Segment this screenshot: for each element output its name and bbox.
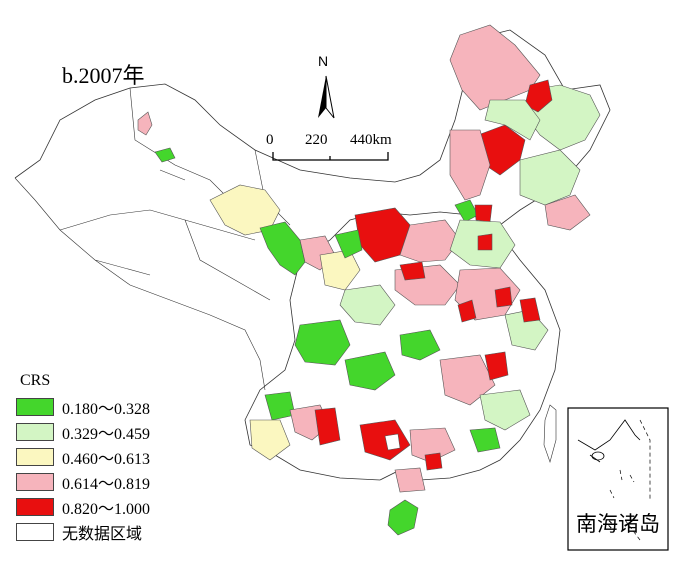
legend-item-label: 0.614～0.819 [62,476,151,493]
region-east-red-c [519,297,541,323]
region-west-yellow-b [319,249,361,291]
north-arrow-label: N [318,53,329,69]
region-west-yellow [209,184,281,236]
region-northeast-green-b [484,99,541,141]
taiwan-outline [543,404,557,464]
legend-swatch [16,498,54,516]
region-sw-green-c [399,329,441,361]
legend-item-label: 0.180～0.328 [62,401,151,418]
region-hainan-green [387,499,419,536]
west-interior-boundaries [14,87,291,391]
region-north-red-c [477,233,493,251]
region-south-green-a [479,389,531,431]
map-title: b.2007年 [62,63,145,88]
region-east-red-b [494,286,513,308]
region-south-green-b [469,427,501,453]
legend-item-label: 无数据区域 [62,526,143,543]
legend-title: CRS [20,372,51,389]
legend-item-label: 0.329～0.459 [62,426,151,443]
legend-swatch [16,473,54,491]
region-central-north-green [454,199,479,223]
region-northeast-pink-b [449,129,491,201]
north-arrow [318,75,335,119]
region-south-red-a [484,351,509,381]
region-south-red-b [359,419,411,461]
legend-item: 0.614～0.819 [16,471,150,493]
legend-swatch [16,523,54,541]
legend-swatch [16,423,54,441]
legend-item: 0.820～1.000 [16,496,150,518]
inset-label: 南海诸岛 [576,512,660,536]
region-south-white-hole [384,433,401,451]
region-south-pink-b [409,427,456,463]
legend-item: 0.329～0.459 [16,421,150,443]
region-xinjiang-pink [137,111,153,136]
scale-tick-220: 220 [305,132,328,148]
region-central-green-a [339,284,396,326]
region-sw-green-d [264,391,296,421]
scale-tick-440: 440km [350,132,392,148]
legend-item: 0.180～0.328 [16,396,150,418]
region-south-pink-c [394,467,426,493]
region-south-red-c [424,452,443,471]
legend-item: 无数据区域 [16,521,142,543]
region-sw-red [314,407,341,446]
western-no-data-region [14,29,611,481]
region-east-red-a [457,299,477,323]
legend-item-label: 0.460～0.613 [62,451,151,468]
region-sw-yellow [249,419,291,461]
legend-item-label: 0.820～1.000 [62,501,151,518]
region-northeast-pink-c [544,194,591,231]
region-central-north-pink [399,219,461,263]
region-central-north-red-b [474,204,493,223]
region-gansu-green [259,221,306,276]
legend-swatch [16,398,54,416]
region-sw-green-a [294,319,351,366]
region-central-red-a [399,261,426,281]
scale-bar [272,152,389,161]
legend-swatch [16,448,54,466]
region-xinjiang-green [154,147,176,163]
region-sw-green-b [344,351,396,391]
region-northeast-mix [519,149,581,206]
south-china-sea-inset [567,407,669,551]
region-west-green-b [334,229,363,259]
scale-tick-0: 0 [266,132,274,148]
legend-item: 0.460～0.613 [16,446,150,468]
region-northeast-pink [449,24,541,111]
